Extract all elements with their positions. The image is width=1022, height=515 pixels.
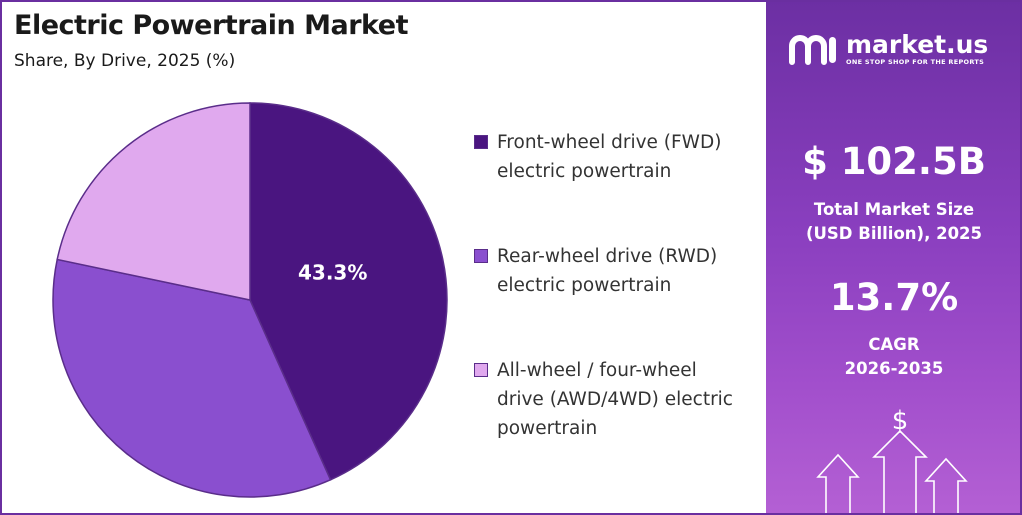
market-size-label-1: Total Market Size [813, 200, 975, 219]
summary-panel: market.us ONE STOP SHOP FOR THE REPORTS … [766, 0, 1022, 515]
up-arrow-icon [816, 429, 968, 515]
cagr-value: 13.7% [829, 276, 959, 319]
legend-item-rwd: Rear-wheel drive (RWD) electric powertra… [474, 242, 759, 300]
cagr-label-1: CAGR [868, 335, 920, 354]
brand-name: market.us [846, 30, 989, 59]
market-size-value: $ 102.5B [802, 140, 986, 183]
legend-swatch-rwd [474, 249, 488, 263]
pie-slices [52, 102, 448, 498]
legend-label-awd-line2: drive (AWD/4WD) electric [497, 389, 733, 410]
chart-panel: Electric Powertrain Market Share, By Dri… [14, 10, 759, 498]
market-us-logo-icon [789, 35, 836, 65]
chart-title: Electric Powertrain Market [14, 10, 408, 41]
legend-label-awd-line1: All-wheel / four-wheel [497, 360, 697, 381]
dollar-icon: $ [892, 406, 909, 436]
legend-label-rwd-line1: Rear-wheel drive (RWD) [497, 246, 718, 267]
cagr-label-2: 2026-2035 [844, 359, 944, 378]
brand-tagline: ONE STOP SHOP FOR THE REPORTS [846, 58, 985, 66]
growth-arrows-decoration: $ [816, 406, 968, 515]
pie-slice-0 [249, 102, 448, 481]
legend-label-fwd-line1: Front-wheel drive (FWD) [497, 132, 722, 153]
legend-swatch-awd [474, 363, 488, 377]
legend-label-awd-line3: powertrain [497, 418, 598, 439]
chart-subtitle: Share, By Drive, 2025 (%) [14, 51, 236, 71]
pie-slice-2 [56, 102, 251, 301]
legend-label-rwd-line2: electric powertrain [497, 275, 672, 296]
pie-labels: 43.3% [298, 260, 367, 284]
brand-logo[interactable]: market.us ONE STOP SHOP FOR THE REPORTS [788, 32, 988, 66]
pie-slice-1 [52, 258, 332, 498]
legend-item-awd: All-wheel / four-wheel drive (AWD/4WD) e… [474, 356, 759, 443]
legend-label-fwd-line2: electric powertrain [497, 161, 672, 182]
pie-chart: 43.3% [52, 102, 448, 498]
market-size-label-2: (USD Billion), 2025 [805, 224, 983, 243]
legend-item-fwd: Front-wheel drive (FWD) electric powertr… [474, 128, 759, 186]
legend-swatch-fwd [474, 135, 488, 149]
pie-data-label-0: 43.3% [298, 260, 367, 284]
